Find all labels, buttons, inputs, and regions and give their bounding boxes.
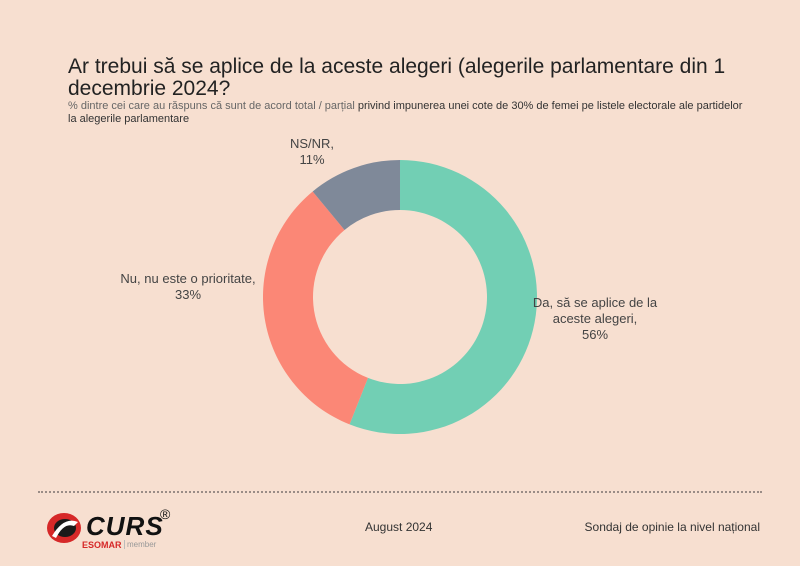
- donut-slice: [262, 191, 368, 425]
- subtitle-base: % dintre cei care au răspuns că sunt de …: [68, 100, 355, 112]
- slice-label: Nu, nu este o prioritate, 33%: [120, 271, 255, 302]
- logo-member: member: [124, 540, 156, 549]
- footer-note: Sondaj de opinie la nivel național: [584, 520, 760, 534]
- chart-subtitle: % dintre cei care au răspuns că sunt de …: [68, 100, 748, 126]
- footer-divider: [38, 491, 762, 493]
- chart-title: Ar trebui să se aplice de la aceste aleg…: [68, 55, 726, 100]
- slice-label: NS/NR, 11%: [290, 136, 334, 167]
- logo-registered-mark: ®: [160, 506, 171, 522]
- slice-label: Da, să se aplice de la aceste alegeri, 56%: [533, 295, 658, 342]
- logo-wordmark: CURS: [86, 511, 164, 541]
- curs-logo: CURS ® ESOMAR member: [44, 506, 184, 556]
- donut-slice: [349, 160, 538, 434]
- logo-esomar: ESOMAR: [82, 540, 122, 550]
- subtitle-topic: privind impunerea unei cote de 30% de fe…: [68, 100, 743, 125]
- donut-slice: [312, 160, 400, 230]
- curs-emblem-icon: [47, 513, 81, 543]
- footer-date: August 2024: [365, 520, 433, 534]
